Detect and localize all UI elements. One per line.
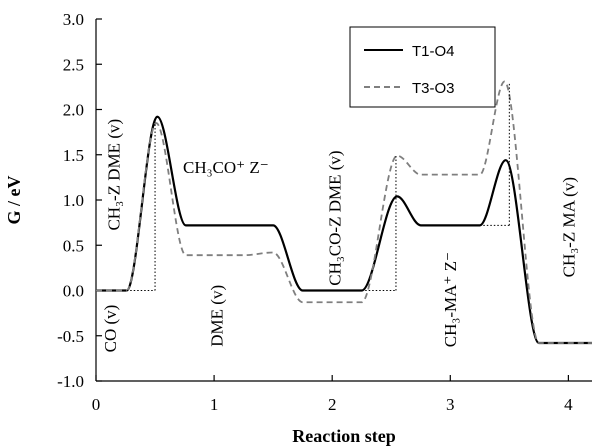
x-tick-label: 4: [564, 395, 573, 414]
state-annotation: CH₃CO⁺ Z⁻: [183, 158, 269, 177]
x-axis-title: Reaction step: [292, 426, 395, 446]
y-tick-label: 2.0: [63, 101, 84, 120]
y-tick-label: -1.0: [57, 372, 84, 391]
state-annotation: CH₃-MA⁺ Z⁻: [441, 252, 460, 347]
legend-label-t3-o3: T3-O3: [412, 80, 455, 97]
x-tick-label: 0: [92, 395, 101, 414]
series-layer: [96, 80, 592, 345]
x-tick-label: 2: [328, 395, 337, 414]
y-tick-label: 1.5: [63, 146, 84, 165]
state-annotation: CO (v): [101, 305, 120, 353]
x-tick-label: 1: [210, 395, 219, 414]
x-tick-label: 3: [446, 395, 455, 414]
y-tick-label: -0.5: [57, 327, 84, 346]
legend-box: [349, 26, 496, 108]
state-annotation: CH₃CO-Z DME (v): [326, 150, 345, 285]
state-annotation: DME (v): [207, 285, 226, 347]
state-annotation: CH₃-Z DME (v): [105, 119, 124, 231]
y-axis-ticks: -1.0 -0.5 0.0 0.5 1.0 1.5 2.0 2.5 3.0: [57, 10, 102, 391]
legend-label-t1-o4: T1-O4: [412, 43, 455, 60]
state-annotation: CH₃-Z MA (v): [559, 177, 578, 277]
y-tick-label: 2.5: [63, 55, 84, 74]
y-tick-label: 1.0: [63, 191, 84, 210]
legend: T1-O4 T3-O3: [349, 26, 496, 108]
series-line-t3-o3: [96, 80, 592, 344]
annotation-layer: CO (v) CH₃-Z DME (v) CH₃CO⁺ Z⁻ DME (v) CH₃CO…: [101, 119, 578, 352]
series-line-t1-o4: [96, 115, 592, 345]
x-axis-ticks: 0 1 2 3 4: [92, 375, 573, 414]
y-tick-label: 3.0: [63, 10, 84, 29]
y-axis-title: G / eV: [4, 176, 24, 225]
y-tick-label: 0.5: [63, 236, 84, 255]
y-tick-label: 0.0: [63, 282, 84, 301]
